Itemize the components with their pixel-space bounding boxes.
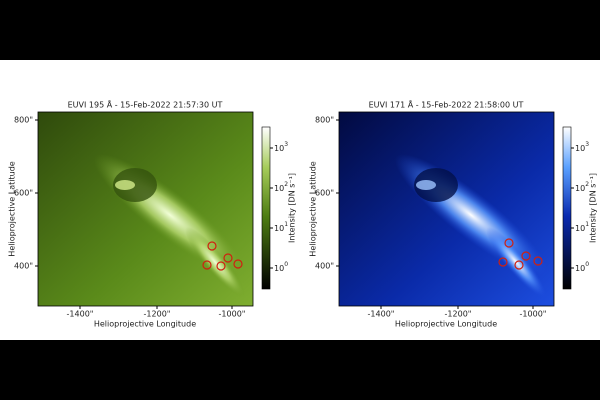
- colorbar-tick-label: 102: [575, 181, 589, 193]
- colorbar-tick-exponent: 1: [284, 221, 288, 228]
- x-axis-label: Helioprojective Longitude: [94, 320, 196, 329]
- colorbar-tick-exponent: 0: [284, 261, 288, 268]
- marker-circle: [521, 251, 531, 261]
- x-tick-label: -1400": [368, 310, 395, 319]
- x-tick-label: -1200": [144, 310, 171, 319]
- x-tick-label: -1000": [520, 310, 547, 319]
- colorbar-label: Intensity [DN s⁻¹]: [288, 173, 297, 243]
- colorbar-tick-label: 103: [575, 141, 589, 153]
- colorbar-tick-exponent: 3: [284, 141, 288, 148]
- y-tick-label: 800": [315, 116, 334, 125]
- y-tick-label: 600": [14, 189, 33, 198]
- colorbar-tick-base: 10: [575, 264, 585, 273]
- image-frame: [338, 111, 555, 307]
- colorbar-tick-base: 10: [575, 224, 585, 233]
- colorbar-tick-exponent: 1: [585, 221, 589, 228]
- marker-circle: [533, 256, 543, 266]
- panel-title: EUVI 195 Å - 15-Feb-2022 21:57:30 UT: [68, 99, 223, 110]
- colorbar-tick-base: 10: [274, 184, 284, 193]
- marker-circle: [223, 253, 233, 263]
- panel: EUVI 195 Å - 15-Feb-2022 21:57:30 UT 800"…: [8, 99, 297, 329]
- y-tick-label: 600": [315, 189, 334, 198]
- y-tick-label: 400": [315, 262, 334, 271]
- marker-circle: [216, 261, 226, 271]
- x-tick-label: -1400": [67, 310, 94, 319]
- colorbar-tick-base: 10: [274, 264, 284, 273]
- marker-circle: [202, 260, 212, 270]
- colorbar-tick-exponent: 2: [284, 181, 288, 188]
- colorbar-tick-exponent: 2: [585, 181, 589, 188]
- colorbar-tick-exponent: 3: [585, 141, 589, 148]
- x-tick-label: -1200": [445, 310, 472, 319]
- colorbar: [562, 126, 572, 290]
- bright-knot: [115, 180, 135, 190]
- colorbar-tick-base: 10: [274, 144, 284, 153]
- colorbar-tick-base: 10: [575, 144, 585, 153]
- panel-title: EUVI 171 Å - 15-Feb-2022 21:58:00 UT: [369, 99, 524, 110]
- marker-circle: [514, 260, 524, 270]
- y-axis-label: Helioprojective Latitude: [309, 161, 318, 256]
- solar-image: [38, 112, 253, 306]
- y-tick-label: 800": [14, 116, 33, 125]
- y-axis-label: Helioprojective Latitude: [8, 161, 17, 256]
- marker-circle: [504, 238, 514, 248]
- bright-knot: [416, 180, 436, 190]
- colorbar-tick-base: 10: [575, 184, 585, 193]
- loop-emission: [185, 226, 245, 298]
- colorbar-tick-base: 10: [274, 224, 284, 233]
- solar-image: [339, 112, 554, 306]
- marker-circle: [498, 257, 508, 267]
- colorbar-label: Intensity [DN s⁻¹]: [589, 173, 598, 243]
- colorbar-tick-label: 103: [274, 141, 288, 153]
- colorbar: [261, 126, 271, 290]
- x-axis-label: Helioprojective Longitude: [395, 320, 497, 329]
- panel: EUVI 171 Å - 15-Feb-2022 21:58:00 UT 800"…: [309, 99, 598, 329]
- colorbar-tick-exponent: 0: [585, 261, 589, 268]
- colorbar-tick-label: 102: [274, 181, 288, 193]
- y-tick-label: 400": [14, 262, 33, 271]
- marker-circle: [207, 241, 217, 251]
- colorbar-tick-label: 100: [274, 261, 288, 273]
- colorbar-tick-label: 101: [575, 221, 589, 233]
- image-frame: [37, 111, 254, 307]
- x-tick-label: -1000": [219, 310, 246, 319]
- colorbar-tick-label: 100: [575, 261, 589, 273]
- colorbar-tick-label: 101: [274, 221, 288, 233]
- marker-circle: [233, 259, 243, 269]
